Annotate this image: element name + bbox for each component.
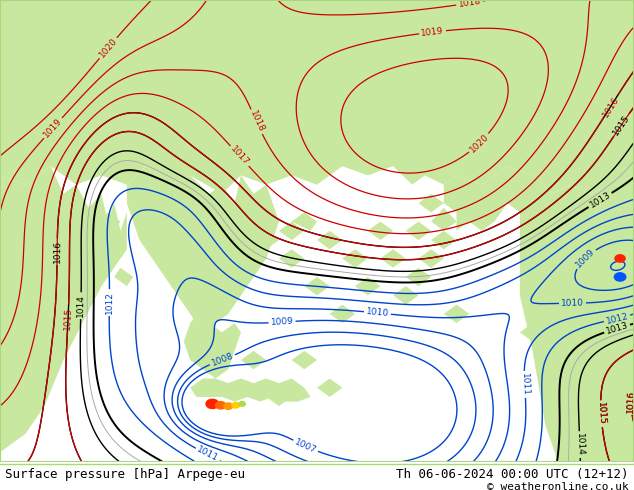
Polygon shape <box>241 351 266 369</box>
Text: 1012: 1012 <box>105 291 114 314</box>
Text: Surface pressure [hPa] Arpege-eu: Surface pressure [hPa] Arpege-eu <box>5 468 245 481</box>
Polygon shape <box>406 221 431 240</box>
Text: 1014: 1014 <box>575 433 585 456</box>
Polygon shape <box>444 305 469 323</box>
Circle shape <box>216 402 226 409</box>
Polygon shape <box>266 388 292 406</box>
Text: 1020: 1020 <box>468 132 491 154</box>
Text: 1015: 1015 <box>596 402 606 425</box>
Text: 1009: 1009 <box>270 317 294 327</box>
Text: 1018: 1018 <box>458 0 482 9</box>
Polygon shape <box>304 277 330 295</box>
Text: 1015: 1015 <box>63 306 73 330</box>
Polygon shape <box>393 286 418 305</box>
Text: 1007: 1007 <box>293 437 318 455</box>
Text: 1016: 1016 <box>600 95 621 119</box>
Circle shape <box>206 399 219 409</box>
Polygon shape <box>101 212 120 231</box>
Text: Th 06-06-2024 00:00 UTC (12+12): Th 06-06-2024 00:00 UTC (12+12) <box>396 468 629 481</box>
Polygon shape <box>330 305 355 323</box>
Polygon shape <box>190 378 311 402</box>
Polygon shape <box>127 166 279 342</box>
Text: 1017: 1017 <box>228 145 250 168</box>
Text: 1008: 1008 <box>210 351 235 368</box>
Polygon shape <box>114 268 133 286</box>
Polygon shape <box>317 231 342 249</box>
Text: 1016: 1016 <box>53 240 61 263</box>
Text: 1013: 1013 <box>588 190 612 210</box>
Text: 1011: 1011 <box>195 445 220 464</box>
Polygon shape <box>342 249 368 268</box>
Text: 1012: 1012 <box>605 311 629 325</box>
Text: 1015: 1015 <box>596 402 606 425</box>
Text: 1009: 1009 <box>574 247 597 270</box>
Polygon shape <box>406 268 431 286</box>
Polygon shape <box>0 0 634 194</box>
Polygon shape <box>431 208 456 231</box>
Text: © weatheronline.co.uk: © weatheronline.co.uk <box>487 482 629 490</box>
Polygon shape <box>254 231 279 249</box>
Circle shape <box>232 402 240 408</box>
Circle shape <box>224 403 233 410</box>
Polygon shape <box>418 194 444 212</box>
Polygon shape <box>184 314 241 378</box>
Text: 1016: 1016 <box>626 390 634 413</box>
Polygon shape <box>108 240 127 259</box>
Polygon shape <box>368 221 393 240</box>
Polygon shape <box>317 378 342 397</box>
Text: 1019: 1019 <box>420 26 444 38</box>
Text: 1013: 1013 <box>605 321 630 336</box>
Text: 1016: 1016 <box>626 390 634 413</box>
Polygon shape <box>380 249 406 268</box>
Text: 1014: 1014 <box>76 294 86 317</box>
Text: 1018: 1018 <box>248 109 266 134</box>
Polygon shape <box>418 249 444 268</box>
Text: 1010: 1010 <box>561 298 584 308</box>
Circle shape <box>615 255 625 262</box>
Polygon shape <box>431 231 456 249</box>
Polygon shape <box>520 323 545 342</box>
Polygon shape <box>444 166 634 462</box>
Polygon shape <box>0 166 127 452</box>
Circle shape <box>614 273 626 281</box>
Polygon shape <box>292 212 317 231</box>
Polygon shape <box>292 351 317 369</box>
Text: 1019: 1019 <box>42 117 64 140</box>
Circle shape <box>239 402 245 406</box>
Polygon shape <box>355 277 380 295</box>
Text: 1020: 1020 <box>98 36 119 60</box>
Text: 1015: 1015 <box>611 113 631 137</box>
Text: 1010: 1010 <box>366 307 389 318</box>
Text: 1011: 1011 <box>520 373 529 396</box>
Polygon shape <box>279 221 304 240</box>
Polygon shape <box>279 249 304 268</box>
